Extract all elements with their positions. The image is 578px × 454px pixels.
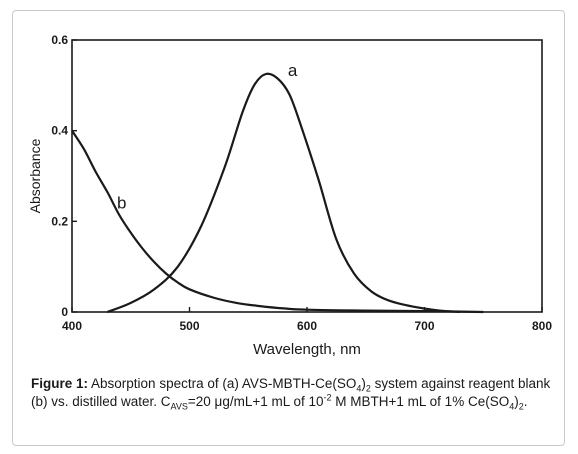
y-axis-title: Absorbance — [27, 138, 43, 213]
caption-sub: AVS — [170, 401, 188, 412]
figure-caption: Figure 1: Absorption spectra of (a) AVS-… — [31, 375, 551, 411]
figure-label: Figure 1: — [31, 376, 89, 391]
x-tick-label: 700 — [414, 319, 434, 333]
caption-text: ) — [361, 376, 366, 391]
caption-sub: 4 — [509, 401, 515, 412]
y-tick-label: 0.2 — [51, 214, 68, 228]
figure-frame — [12, 10, 565, 446]
y-tick-label: 0.4 — [51, 124, 68, 138]
y-tick-label: 0 — [61, 305, 68, 319]
x-tick-label: 600 — [297, 319, 317, 333]
x-tick-label: 400 — [62, 319, 82, 333]
caption-sub: 2 — [518, 401, 524, 412]
series-line-b — [71, 130, 484, 314]
caption-text: . — [523, 394, 528, 409]
x-tick-label: 500 — [179, 319, 199, 333]
series-line-a — [106, 72, 460, 314]
series-label-b: b — [117, 194, 126, 213]
y-tick-label: 0.6 — [51, 33, 68, 47]
caption-text: ) — [514, 394, 519, 409]
caption-text: system against reagent blank (b) vs. dis… — [31, 376, 551, 409]
caption-text: M MBTH+1 mL of 1% Ce(SO — [331, 394, 510, 409]
x-axis-title: Wavelength, nm — [253, 341, 361, 358]
caption-sub: 2 — [365, 383, 371, 394]
plot-area — [71, 39, 543, 313]
caption-sup: -2 — [323, 392, 332, 403]
caption-sub: 4 — [356, 383, 362, 394]
caption-text: Absorption spectra of (a) AVS-MBTH-Ce(SO — [88, 376, 357, 391]
x-tick-label: 800 — [532, 319, 552, 333]
series-label-a: a — [288, 61, 298, 80]
caption-text: =20 μg/mL+1 mL of 10 — [187, 394, 324, 409]
